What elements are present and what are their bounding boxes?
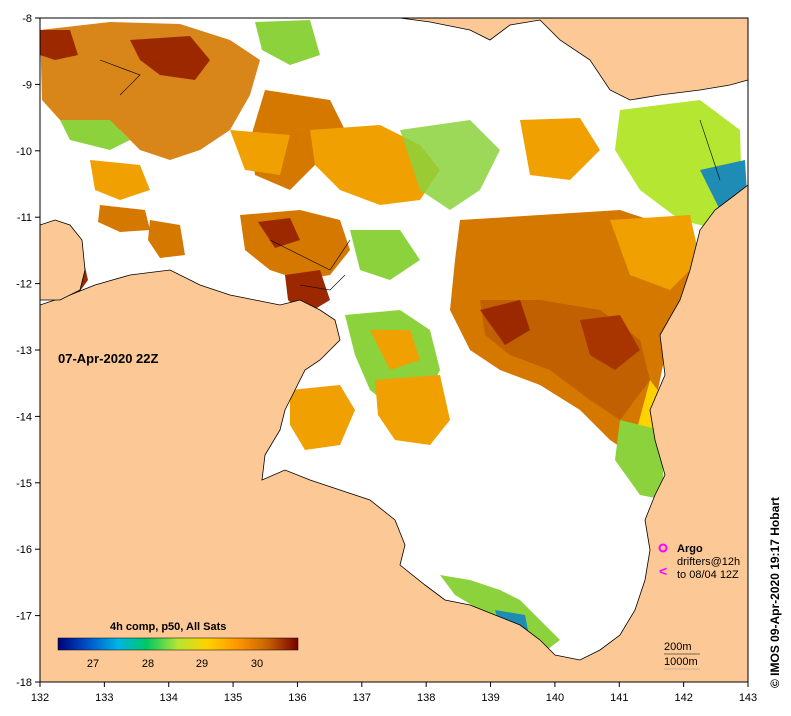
lat-tick-label: -8 (22, 13, 32, 25)
sst-patches (40, 20, 748, 655)
contour-legend: 200m 1000m (664, 641, 700, 670)
lat-tick-label: -13 (16, 345, 32, 357)
map-date-label: 07-Apr-2020 22Z (58, 351, 158, 366)
colorbar-tick-30: 30 (251, 658, 263, 670)
drifters-to-label: to 08/04 12Z (677, 569, 739, 581)
lat-tick-label: -12 (16, 279, 32, 291)
lat-tick-label: -17 (16, 611, 32, 623)
drifter-arrow-icon: < (659, 563, 667, 579)
lat-tick-label: -18 (16, 677, 32, 689)
float-legend: Argo drifters@12h < to 08/04 12Z (658, 543, 740, 581)
colorbar-gradient (57, 637, 299, 651)
credit-label: © IMOS 09-Apr-2020 19:17 Hobart (768, 497, 782, 688)
colorbar-tick-29: 29 (196, 658, 208, 670)
drifters-label: drifters@12h (677, 556, 740, 568)
lon-tick-label: 140 (546, 692, 564, 704)
lon-tick-label: 141 (610, 692, 628, 704)
contour-200m-label: 200m (664, 641, 692, 653)
colorbar-title: 4h comp, p50, All Sats (110, 621, 226, 633)
lon-axis: 132 133 134 135 136 137 138 139 140 141 142 143 (31, 682, 757, 704)
contour-1000m-label: 1000m (664, 656, 698, 668)
lat-tick-label: -9 (22, 79, 32, 91)
lon-tick-label: 133 (95, 692, 113, 704)
argo-label: Argo (677, 543, 703, 555)
lon-tick-label: 135 (224, 692, 242, 704)
colorbar-tick-28: 28 (142, 658, 154, 670)
argo-marker-icon (658, 543, 668, 553)
lon-tick-label: 143 (739, 692, 757, 704)
lat-tick-label: -15 (16, 478, 32, 490)
lon-tick-label: 138 (417, 692, 435, 704)
lon-tick-label: 142 (674, 692, 692, 704)
coast-details (99, 59, 721, 291)
lat-tick-label: -11 (17, 212, 32, 224)
lon-tick-label: 134 (160, 692, 178, 704)
lon-tick-label: 132 (31, 692, 49, 704)
lon-tick-label: 137 (353, 692, 371, 704)
lat-tick-label: -14 (16, 411, 32, 423)
lat-axis: -8 -9 -10 -11 -12 -13 -14 -15 -16 -17 -18 (16, 13, 40, 689)
lon-tick-label: 136 (288, 692, 306, 704)
lat-tick-label: -16 (16, 544, 32, 556)
lat-tick-label: -10 (16, 146, 32, 158)
land-masses (40, 18, 748, 682)
colorbar: 4h comp, p50, All Sats 27 28 29 30 (57, 621, 299, 670)
lon-tick-label: 139 (481, 692, 499, 704)
colorbar-tick-27: 27 (87, 658, 99, 670)
